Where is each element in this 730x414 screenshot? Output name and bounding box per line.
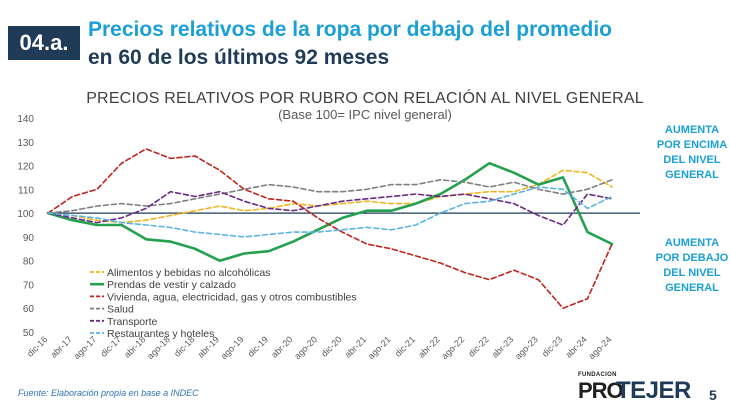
y-tick-label: 90: [23, 233, 35, 244]
page-title-line-1: Precios relativos de la ropa por debajo …: [88, 18, 612, 41]
series-line-3: [47, 179, 613, 214]
y-tick-label: 80: [23, 257, 35, 268]
y-tick-label: 60: [23, 304, 35, 315]
note-below-level: AUMENTA POR DEBAJO DEL NIVEL GENERAL: [655, 237, 729, 294]
section-badge: 04.a.: [8, 26, 80, 60]
legend-label: Alimentos y bebidas no alcohólicas: [107, 267, 270, 279]
logo-fundacion-text: FUNDACION: [578, 372, 617, 378]
page-number: 5: [709, 387, 717, 403]
legend-label: Vivienda, agua, electricidad, gas y otro…: [107, 291, 357, 303]
source-note: Fuente: Elaboración propia en base a IND…: [18, 388, 199, 398]
x-tick-label: ago-22: [439, 334, 466, 361]
x-tick-label: ago-24: [587, 334, 614, 361]
x-tick-label: abr-20: [269, 334, 294, 359]
chart-title: PRECIOS RELATIVOS POR RUBRO CON RELACIÓN…: [86, 90, 644, 107]
x-tick-label: dic-20: [319, 334, 343, 358]
logo-tejer-text: TEJER: [616, 377, 691, 404]
y-tick-label: 100: [17, 209, 34, 220]
series-line-2: [47, 148, 613, 310]
legend-label: Transporte: [107, 316, 158, 328]
y-tick-label: 120: [17, 162, 34, 173]
series-line-0: [47, 169, 613, 224]
protejer-logo: FUNDACION PRO TEJER: [578, 372, 698, 406]
x-tick-label: dic-19: [246, 334, 270, 358]
y-tick-label: 70: [23, 280, 35, 291]
series-line-4: [47, 190, 613, 226]
y-tick-label: 140: [17, 114, 34, 125]
page-title-line-2: en 60 de los últimos 92 meses: [88, 46, 390, 69]
x-tick-label: dic-21: [393, 334, 417, 358]
logo-pro-text: PRO: [578, 378, 624, 403]
legend-label: Prendas de vestir y calzado: [107, 279, 236, 291]
x-tick-label: ago-21: [366, 334, 393, 361]
y-tick-label: 110: [18, 185, 34, 196]
series-line-5: [47, 186, 613, 238]
legend-label: Restaurantes y hoteles: [107, 328, 214, 340]
x-tick-label: abr-17: [48, 334, 73, 359]
x-tick-label: dic-23: [540, 334, 564, 358]
x-tick-label: ago-20: [292, 334, 319, 361]
x-tick-label: abr-22: [416, 334, 441, 359]
x-tick-label: abr-21: [343, 334, 368, 359]
y-tick-label: 130: [17, 138, 34, 149]
x-tick-label: abr-24: [563, 334, 588, 359]
y-tick-label: 50: [23, 328, 35, 339]
chart-subtitle: (Base 100= IPC nivel general): [278, 107, 452, 122]
x-tick-label: dic-22: [466, 334, 490, 358]
x-tick-label: abr-23: [490, 334, 515, 359]
x-tick-label: ago-19: [219, 334, 246, 361]
legend-label: Salud: [107, 304, 134, 316]
note-above-level: AUMENTA POR ENCIMA DEL NIVEL GENERAL: [656, 124, 728, 181]
x-tick-label: ago-17: [72, 334, 99, 361]
x-tick-label: ago-23: [513, 334, 540, 361]
series-line-1: [46, 161, 614, 263]
